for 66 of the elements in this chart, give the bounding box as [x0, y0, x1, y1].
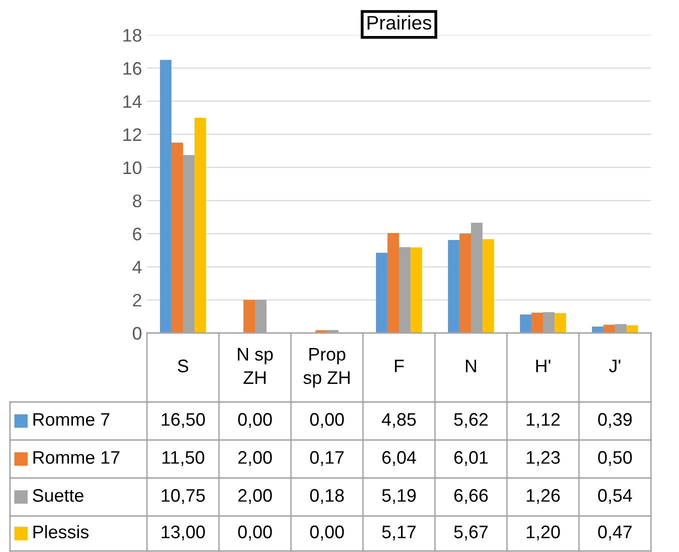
data-label: 5,17 — [382, 526, 416, 540]
data-label: 0,47 — [598, 526, 632, 540]
bar — [243, 300, 255, 333]
y-tick-label: 12 — [123, 128, 142, 141]
data-label: 6,04 — [382, 451, 416, 466]
data-label: 0,00 — [238, 526, 272, 540]
x-tick-label: S — [178, 360, 188, 372]
data-label: 5,67 — [454, 526, 488, 540]
chart-title: Prairies — [368, 15, 432, 30]
bar — [626, 325, 638, 333]
bar — [482, 239, 494, 333]
data-label: 2,00 — [238, 489, 272, 504]
data-label: 2,00 — [238, 451, 272, 466]
legend-label: Suette — [32, 489, 84, 502]
data-label: 5,19 — [382, 489, 416, 504]
data-label: 13,00 — [162, 526, 205, 540]
x-tick-label: Prop sp ZH — [303, 348, 350, 388]
y-tick-label: 8 — [132, 194, 142, 208]
bar — [592, 326, 604, 333]
y-tick-label: 2 — [133, 294, 142, 306]
bar — [459, 234, 471, 333]
x-tick-label: H' — [536, 360, 550, 372]
data-label: 16,50 — [162, 413, 205, 428]
bar — [160, 60, 172, 333]
bar — [554, 313, 566, 333]
bar — [603, 324, 615, 333]
y-tick-label: 4 — [132, 260, 142, 274]
bar — [531, 312, 543, 333]
bar — [376, 252, 388, 333]
data-label: 6,66 — [454, 489, 488, 504]
x-tick-label: N — [466, 360, 476, 372]
x-tick-label: J' — [609, 360, 620, 372]
data-label: 0,39 — [598, 413, 632, 428]
bar — [387, 233, 399, 333]
bar — [520, 314, 532, 333]
data-label: 0,18 — [310, 489, 344, 504]
data-label: 10,75 — [162, 489, 205, 504]
data-label: 6,01 — [454, 451, 488, 466]
y-tick-label: 18 — [123, 28, 142, 42]
data-label: 4,85 — [382, 413, 416, 428]
data-label: 1,23 — [526, 451, 560, 466]
data-label: 0,50 — [598, 451, 632, 466]
x-tick-label: F — [394, 360, 404, 372]
data-label: 1,20 — [526, 526, 560, 540]
y-tick-label: 14 — [123, 95, 142, 108]
data-label: 0,00 — [238, 413, 272, 428]
legend-label: Romme 7 — [33, 413, 110, 426]
data-label: 0,54 — [598, 489, 632, 504]
bar — [410, 247, 422, 333]
data-label: 5,62 — [454, 413, 488, 428]
bar — [194, 118, 206, 333]
data-label: 11,50 — [162, 451, 204, 466]
data-label: 0,00 — [310, 413, 344, 428]
bar — [448, 240, 460, 333]
data-label: 0,00 — [310, 526, 344, 540]
x-tick-label: N sp ZH — [238, 348, 273, 384]
data-label: 0,17 — [310, 451, 344, 466]
data-label: 1,26 — [526, 489, 560, 504]
y-tick-label: 10 — [123, 161, 142, 174]
y-tick-label: 6 — [133, 228, 142, 240]
y-tick-label: 16 — [123, 62, 142, 75]
legend-label: Romme 17 — [33, 451, 120, 464]
y-tick-label: 0 — [132, 326, 142, 340]
bar — [171, 142, 183, 333]
data-label: 1,12 — [526, 413, 560, 428]
legend-label: Plessis — [33, 525, 89, 538]
